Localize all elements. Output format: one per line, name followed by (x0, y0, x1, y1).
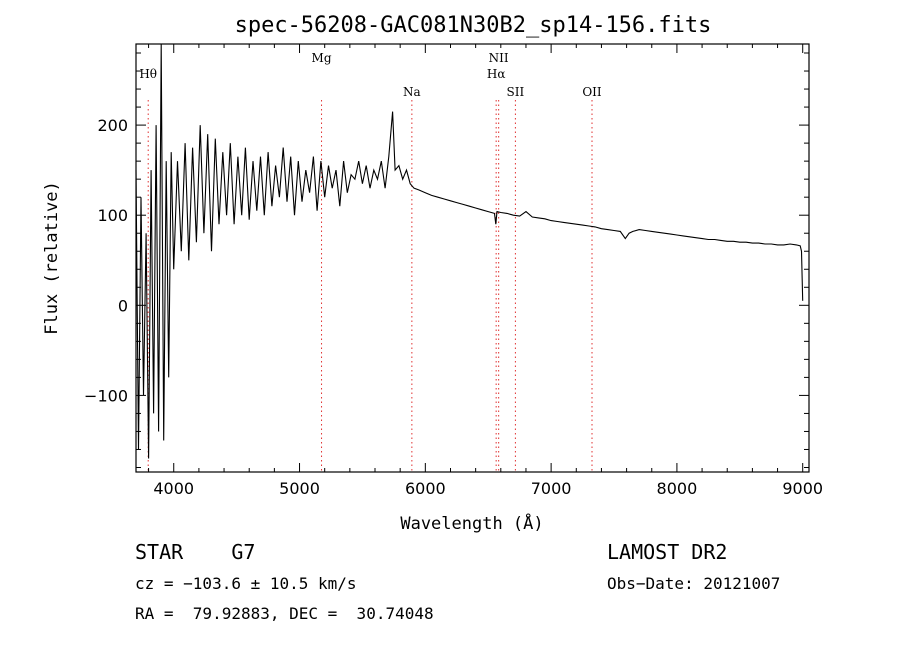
observation-date: Obs−Date: 20121007 (607, 574, 781, 593)
marker-label-NII: NII (489, 51, 509, 65)
marker-label-Mg: Mg (312, 51, 332, 65)
x-tick-label: 5000 (279, 479, 320, 498)
axis-ticks: 4000 5000 6000 7000 8000 9000 −100 0 100 200 (84, 44, 823, 498)
marker-label-OII: OII (582, 85, 602, 99)
chart-title: spec-56208-GAC081N30B2_sp14-156.fits (235, 13, 712, 38)
marker-label-Hθ: Hθ (139, 67, 157, 81)
x-tick-label: 9000 (782, 479, 823, 498)
y-axis-label: Flux (relative) (42, 181, 62, 335)
y-tick-label: 0 (118, 296, 128, 315)
x-tick-label: 8000 (657, 479, 698, 498)
marker-label-SII: SII (507, 85, 525, 99)
survey-name: LAMOST DR2 (607, 540, 728, 564)
y-tick-label: 200 (97, 116, 128, 135)
marker-label-Na: Na (403, 85, 421, 99)
redshift-velocity: cz = −103.6 ± 10.5 km/s (135, 574, 357, 593)
spectral-class: STAR G7 (135, 540, 256, 564)
x-tick-label: 4000 (153, 479, 194, 498)
x-tick-label: 7000 (531, 479, 572, 498)
x-tick-label: 6000 (405, 479, 446, 498)
plot-frame (135, 43, 810, 473)
y-tick-label: 100 (97, 206, 128, 225)
coordinates: RA = 79.92883, DEC = 30.74048 (135, 604, 434, 623)
y-tick-label: −100 (84, 386, 128, 405)
marker-label-Hα: Hα (487, 67, 506, 81)
spectrum-series-line (135, 43, 804, 459)
x-axis-label: Wavelength (Å) (400, 512, 543, 534)
